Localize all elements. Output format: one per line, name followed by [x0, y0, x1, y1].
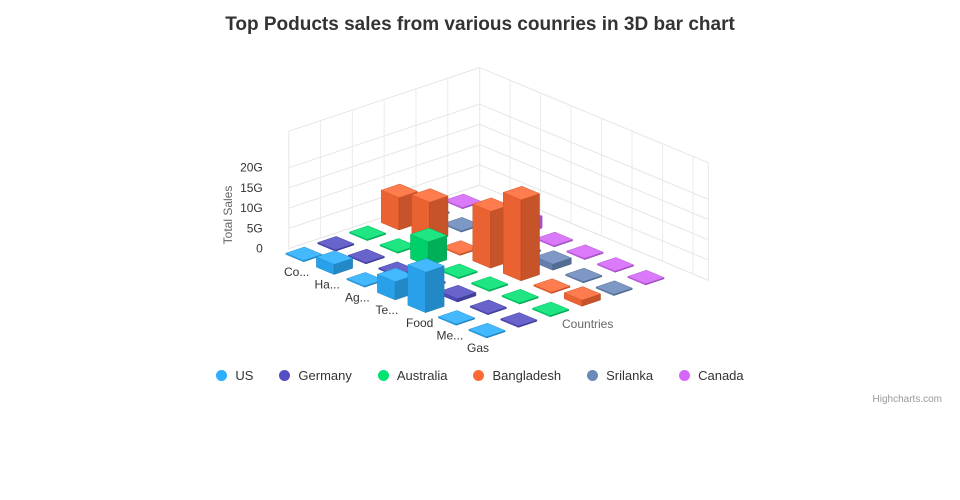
y-tick-label: 10G — [240, 201, 263, 215]
y-gridline — [288, 123, 709, 220]
bar-us-5[interactable] — [437, 310, 476, 326]
bar-bangladesh-5[interactable] — [533, 278, 571, 294]
legend: US Germany Australia Bangladesh Srilanka Cana… — [0, 368, 960, 383]
legend-label: Bangladesh — [492, 368, 562, 383]
bar-bangladesh-6[interactable] — [563, 286, 602, 307]
legend-item-srilanka[interactable]: Srilanka — [587, 368, 653, 383]
y-tick-label: 5G — [247, 221, 263, 235]
y-axis-title: Total Sales — [221, 186, 235, 245]
bar-germany-4[interactable] — [438, 284, 477, 303]
bar-srilanka-5[interactable] — [564, 267, 603, 284]
legend-item-canada[interactable]: Canada — [679, 368, 744, 383]
depth-axis-title: Countries — [562, 317, 613, 331]
legend-marker — [473, 370, 485, 381]
y-gridline — [288, 164, 709, 261]
bar-bangladesh-4[interactable] — [502, 185, 541, 282]
legend-label: Canada — [698, 368, 744, 383]
x-tick-label: Te... — [376, 303, 399, 317]
plot-area: 0 5G 10G 15G 20G Total Sales Co... Ha... Ag... Te… — [221, 66, 709, 356]
legend-label: Germany — [298, 368, 352, 383]
y-tick-label: 0 — [256, 242, 263, 256]
legend-marker — [587, 370, 599, 381]
axis-layer: 0 5G 10G 15G 20G Total Sales Co... Ha... Ag... Te… — [221, 161, 613, 356]
legend-item-us[interactable]: US — [216, 368, 253, 383]
bar-australia-0[interactable] — [348, 225, 387, 241]
bar-australia-2[interactable] — [409, 227, 448, 267]
legend-label: Australia — [396, 368, 448, 383]
y-gridline — [288, 144, 709, 241]
y-gridline — [288, 103, 709, 200]
x-tick-label: Ha... — [315, 278, 340, 292]
legend-label: US — [235, 368, 254, 383]
bar-canada-3[interactable] — [535, 231, 574, 248]
bar-us-6[interactable] — [468, 322, 506, 339]
legend-marker — [216, 370, 228, 381]
x-tick-label: Me... — [437, 329, 464, 343]
chart-title: Top Poducts sales from various counries … — [225, 14, 735, 35]
credits-link[interactable]: Highcharts.com — [872, 394, 942, 405]
bar-canada-5[interactable] — [596, 257, 635, 273]
bar-srilanka-4[interactable] — [534, 250, 573, 271]
legend-item-australia[interactable]: Australia — [377, 368, 448, 383]
bar-germany-6[interactable] — [499, 312, 538, 328]
bar-germany-0[interactable] — [316, 236, 355, 252]
y-tick-label: 20G — [240, 161, 263, 175]
bar-srilanka-6[interactable] — [595, 280, 634, 296]
bar-australia-6[interactable] — [531, 301, 570, 318]
legend-marker — [377, 370, 389, 381]
x-tick-label: Ag... — [345, 290, 370, 304]
bar-us-0[interactable] — [285, 246, 323, 263]
y-gridline — [288, 184, 709, 281]
bar-us-1[interactable] — [315, 250, 354, 275]
legend-item-bangladesh[interactable]: Bangladesh — [473, 368, 561, 383]
bar-australia-3[interactable] — [440, 263, 478, 280]
bar-canada-6[interactable] — [627, 269, 665, 286]
y-tick-label: 15G — [240, 181, 263, 195]
x-tick-label: Co... — [284, 265, 309, 279]
bar-australia-4[interactable] — [470, 276, 509, 292]
bar-australia-5[interactable] — [501, 289, 539, 305]
bar-canada-4[interactable] — [566, 244, 604, 260]
bar-us-4[interactable] — [407, 258, 445, 313]
legend-item-germany[interactable]: Germany — [279, 368, 352, 383]
bar-layer — [285, 183, 665, 339]
x-tick-label: Gas — [467, 341, 489, 355]
bar-germany-5[interactable] — [469, 299, 508, 316]
bar-germany-1[interactable] — [347, 248, 386, 265]
x-tick-label: Food — [406, 316, 433, 330]
legend-marker — [279, 370, 291, 381]
grid-layer — [288, 66, 709, 282]
legend-label: Srilanka — [606, 368, 654, 383]
legend-marker — [679, 370, 691, 381]
